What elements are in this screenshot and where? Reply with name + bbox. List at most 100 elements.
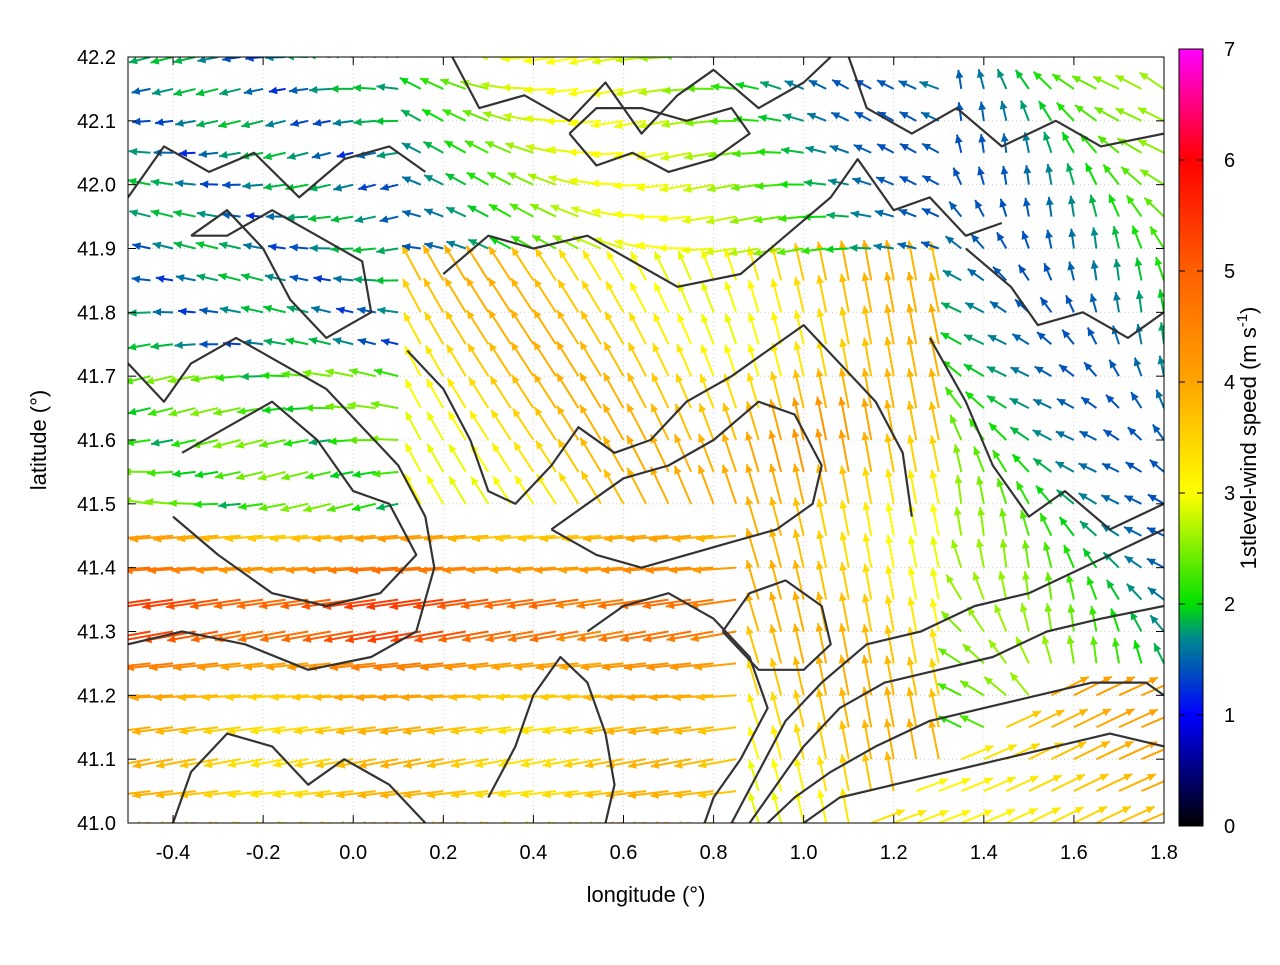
colorbar-title-end: ) <box>1236 307 1261 314</box>
wind-vector <box>88 727 128 735</box>
wind-vector <box>1133 640 1141 663</box>
y-tick-label: 41.9 <box>77 239 116 261</box>
wind-vector <box>862 306 871 345</box>
wind-vector <box>698 434 713 472</box>
wind-vector <box>353 84 376 92</box>
wind-vector <box>906 304 916 344</box>
wind-vector <box>1140 73 1164 89</box>
wind-vector <box>1057 103 1074 121</box>
wind-vector <box>557 373 579 408</box>
wind-vector <box>263 305 285 313</box>
wind-vector <box>954 507 962 536</box>
wind-vector <box>678 314 691 345</box>
wind-vector <box>557 310 578 344</box>
wind-vector <box>1116 108 1142 120</box>
y-tick-label: 42.0 <box>77 175 116 197</box>
wind-vector <box>333 337 353 345</box>
wind-vector <box>978 134 986 153</box>
wind-vector <box>1044 263 1052 280</box>
wind-vector <box>1116 75 1142 89</box>
wind-vector <box>960 716 984 728</box>
wind-vector <box>196 120 218 128</box>
wind-vector <box>449 444 466 472</box>
wind-vector <box>1033 399 1051 408</box>
wind-vector <box>172 470 195 478</box>
wind-vector <box>639 54 668 62</box>
wind-vector <box>377 83 399 91</box>
wind-vector <box>196 89 218 97</box>
wind-vector <box>520 821 556 829</box>
wind-vector <box>467 310 488 344</box>
wind-vector <box>1103 164 1119 184</box>
wind-vector <box>1079 431 1096 440</box>
wind-vector <box>875 210 894 218</box>
wind-vector <box>289 86 308 94</box>
wind-vector <box>222 181 240 189</box>
colorbar-tick-label: 5 <box>1224 261 1235 283</box>
wind-vector <box>965 303 983 313</box>
wind-vector <box>200 180 218 188</box>
wind-vector <box>250 821 286 829</box>
x-tick-label: 1.4 <box>970 842 998 864</box>
wind-vector <box>563 821 601 829</box>
wind-vector <box>377 307 398 315</box>
wind-vector <box>380 183 398 191</box>
wind-vector <box>490 376 511 408</box>
wind-vector <box>1071 45 1097 57</box>
wind-vector <box>987 396 1006 408</box>
wind-vector <box>604 342 623 376</box>
wind-vector <box>1068 196 1076 217</box>
colorbar-title-sup: -1 <box>1234 314 1251 327</box>
wind-vector <box>534 342 556 377</box>
wind-vector <box>941 333 962 345</box>
wind-vector <box>975 200 984 217</box>
wind-vector <box>899 209 917 217</box>
wind-vector <box>468 206 489 217</box>
wind-vector <box>1156 390 1164 408</box>
wind-vector <box>606 821 646 829</box>
wind-vector <box>145 498 173 506</box>
wind-vector <box>1075 105 1096 121</box>
wind-vector <box>1023 165 1031 185</box>
wind-vector <box>305 404 331 412</box>
wind-vector <box>1072 76 1096 89</box>
contour-east-upper <box>966 249 1164 338</box>
wind-vector <box>1140 170 1164 185</box>
wind-vector <box>839 593 849 632</box>
wind-vector <box>839 754 848 791</box>
colorbar-tick-label: 4 <box>1224 372 1235 394</box>
wind-vector <box>929 435 939 472</box>
wind-vector <box>245 54 263 62</box>
wind-vector <box>241 121 263 129</box>
colorbar-tick-label: 0 <box>1224 816 1235 838</box>
wind-vector <box>489 246 511 280</box>
wind-vector <box>732 150 758 158</box>
wind-vector <box>690 600 736 609</box>
wind-vector <box>816 499 826 536</box>
wind-vector <box>440 79 466 89</box>
x-tick-label: 0.8 <box>700 842 728 864</box>
wind-vector <box>884 625 893 663</box>
wind-vector <box>1043 542 1051 568</box>
wind-vector <box>424 208 443 216</box>
wind-vector <box>832 48 848 57</box>
wind-vector <box>1010 41 1028 57</box>
x-tick-label: 0.6 <box>610 842 638 864</box>
wind-vector <box>404 313 421 345</box>
wind-vector <box>676 374 691 408</box>
wind-vector <box>964 335 984 345</box>
wind-vector <box>268 243 286 251</box>
wind-vector <box>1110 608 1119 631</box>
wind-vector <box>534 310 556 344</box>
x-tick-label: 0.0 <box>339 842 367 864</box>
wind-vector <box>908 567 917 600</box>
wind-vector <box>308 52 331 60</box>
wind-vector <box>1103 430 1119 440</box>
wind-vector <box>995 604 1007 631</box>
wind-vector <box>449 476 466 504</box>
wind-vector <box>839 721 849 759</box>
wind-vector <box>290 119 308 127</box>
wind-vector <box>558 280 578 313</box>
wind-vector <box>793 656 804 695</box>
wind-vector <box>405 379 420 408</box>
